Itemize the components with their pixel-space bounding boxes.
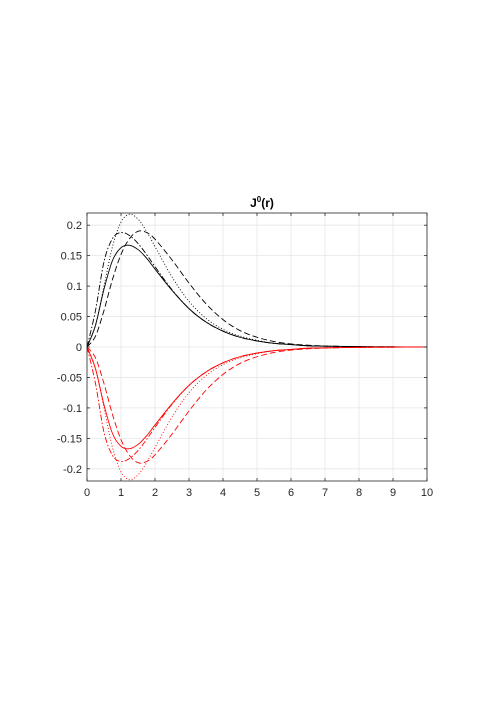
x-tick-label: 3 <box>186 487 192 499</box>
x-tick-label: 8 <box>356 487 362 499</box>
x-tick-label: 6 <box>288 487 294 499</box>
chart-title: J0(r) <box>250 195 274 210</box>
chart-title-suffix: (r) <box>261 196 274 210</box>
y-tick-label: -0.05 <box>57 372 82 384</box>
y-tick-label: 0.1 <box>67 281 82 293</box>
x-tick-label: 9 <box>390 487 396 499</box>
ticks: 0 1 2 3 4 5 6 7 8 9 10 0.2 0.15 0.1 0.05 0 -0.05 -0.1 -0.1… <box>57 213 433 499</box>
y-tick-label: 0 <box>76 342 82 354</box>
y-tick-label: -0.2 <box>63 464 82 476</box>
x-tick-label: 5 <box>254 487 260 499</box>
x-tick-label: 2 <box>152 487 158 499</box>
series-line-black-dotted <box>86 213 428 348</box>
series-line-red-dotted <box>86 346 428 481</box>
y-tick-label: 0.05 <box>61 312 82 324</box>
x-tick-label: 10 <box>421 487 433 499</box>
y-tick-label: -0.1 <box>63 403 82 415</box>
x-tick-label: 4 <box>220 487 226 499</box>
y-tick-label: 0.2 <box>67 220 82 232</box>
x-tick-label: 0 <box>84 487 90 499</box>
x-tick-label: 1 <box>118 487 124 499</box>
x-tick-label: 7 <box>322 487 328 499</box>
chart-title-superscript: 0 <box>257 195 262 204</box>
series-group <box>86 213 428 481</box>
y-tick-label: 0.15 <box>61 251 82 263</box>
y-tick-label: -0.15 <box>57 433 82 445</box>
chart-title-base: J <box>250 196 257 210</box>
